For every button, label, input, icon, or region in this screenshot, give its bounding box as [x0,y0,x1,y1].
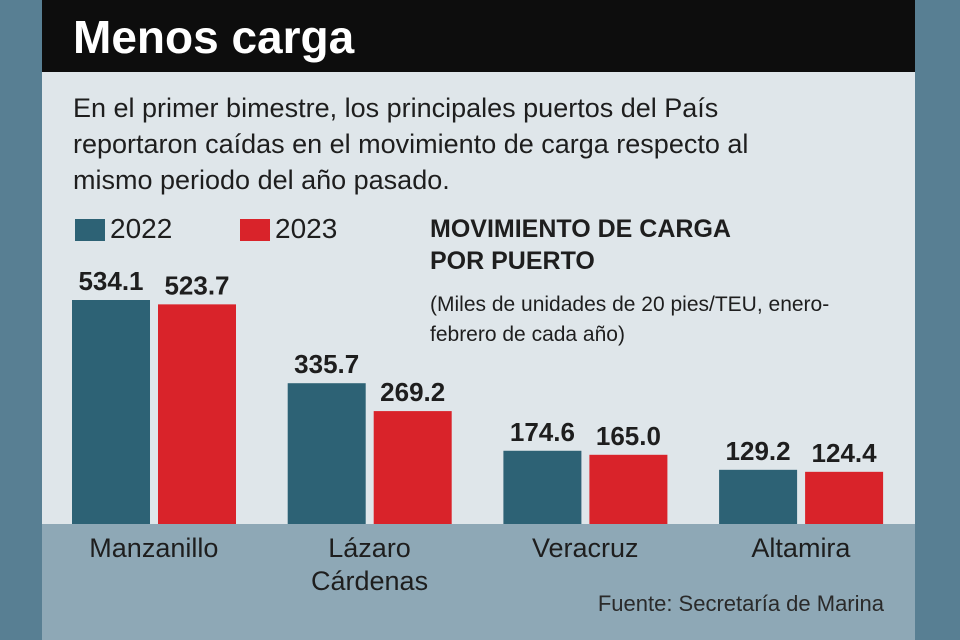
title-bar [42,0,915,72]
source: Fuente: Secretaría de Marina [597,591,884,616]
x-tick-label: Manzanillo [89,533,219,563]
x-tick-label: Altamira [751,533,851,563]
lower-band [42,524,915,640]
legend-label: 2023 [275,213,338,244]
bar [719,469,798,524]
chart-title: MOVIMIENTO DE CARGA POR PUERTO [430,215,731,275]
chart-subtitle: (Miles de unidades de 20 pies/TEU, enero… [430,293,830,346]
bar [373,411,452,524]
value-label: 534.1 [78,266,143,296]
value-label: 523.7 [164,270,229,300]
legend-swatch [240,219,270,241]
bar [158,304,236,524]
x-tick-label: Lázaro Cárdenas [311,533,429,596]
value-label: 124.4 [812,438,878,468]
legend-swatch [75,219,105,241]
legend-label: 2022 [110,213,173,244]
bar [287,383,366,524]
x-tick-label: Veracruz [531,533,639,563]
value-label: 174.6 [510,417,575,447]
bar [72,300,150,524]
value-label: 269.2 [380,377,445,407]
subtitle: En el primer bimestre, los principales p… [73,93,749,195]
value-label: 335.7 [294,349,359,379]
title: Menos carga [73,11,355,63]
value-label: 165.0 [596,421,661,451]
bar [805,471,884,524]
bar [503,450,582,524]
value-label: 129.2 [726,436,791,466]
bar [589,454,668,524]
